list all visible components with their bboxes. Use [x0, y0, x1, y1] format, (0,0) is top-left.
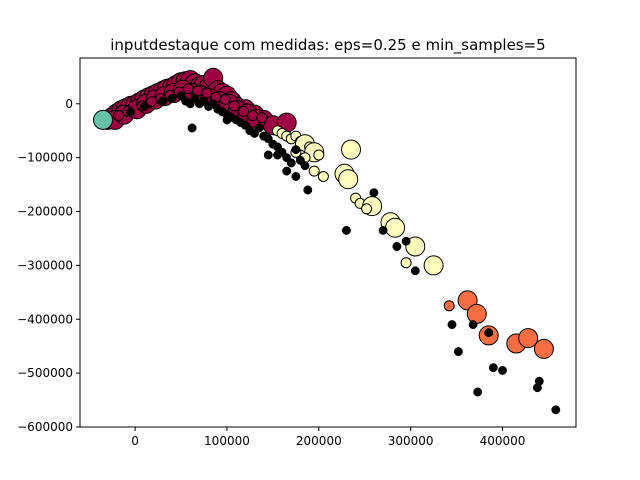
noise-point [498, 365, 507, 375]
noise-point [139, 102, 149, 111]
cluster_yellow-point [405, 236, 426, 257]
cluster_green-point [93, 109, 113, 130]
noise-point [286, 158, 296, 168]
noise-point [167, 93, 177, 103]
x-tick-label: 0 [131, 434, 139, 448]
noise-point [473, 387, 483, 397]
noise-point [158, 96, 168, 106]
cluster_yellow-point [313, 149, 325, 161]
noise-point [341, 225, 351, 235]
cluster_yellow-point [338, 169, 359, 190]
noise-point [273, 150, 282, 160]
y-tick-label: 0 [65, 97, 73, 111]
cluster_orange-point [466, 303, 487, 324]
points-layer [93, 67, 561, 415]
noise-point [378, 225, 388, 235]
cluster_yellow-point [341, 139, 361, 160]
noise-point [488, 363, 498, 373]
x-tick-label: 400000 [480, 434, 526, 448]
noise-point [410, 266, 420, 276]
noise-point [303, 185, 313, 195]
y-tick-label: −500000 [17, 366, 73, 380]
cluster_crimson-point [113, 110, 125, 122]
y-tick-label: −100000 [17, 151, 73, 165]
cluster_yellow-point [423, 255, 444, 276]
y-tick-label: −400000 [17, 312, 73, 326]
noise-point [187, 123, 197, 133]
noise-point [369, 188, 379, 198]
y-tick-label: −300000 [17, 258, 73, 272]
plot-frame [79, 57, 577, 428]
cluster_crimson-point [219, 94, 231, 105]
noise-point [282, 166, 292, 176]
noise-point [126, 107, 135, 117]
noise-point [291, 145, 301, 155]
noise-point [263, 150, 273, 160]
cluster_yellow-point [317, 171, 329, 182]
y-tick-label: −600000 [17, 420, 73, 434]
noise-point [392, 242, 402, 251]
noise-point [300, 161, 310, 171]
noise-point [484, 328, 494, 338]
y-axis: 0 −100000 −200000 −300000 −400000 −500000 −600… [17, 97, 80, 434]
x-tick-label: 200000 [296, 434, 342, 448]
noise-point [291, 172, 301, 181]
y-tick-label: −200000 [17, 205, 73, 219]
cluster_yellow-point [400, 257, 412, 269]
noise-point [401, 236, 411, 246]
noise-point [447, 320, 457, 330]
x-axis: 0 100000 200000 300000 400000 [131, 427, 525, 448]
noise-point [222, 115, 232, 125]
cluster_crimson-point [247, 110, 259, 122]
cluster_orange-point [443, 300, 455, 312]
cluster_orange-point [518, 328, 539, 349]
cluster_crimson-point [201, 87, 213, 99]
noise-point [532, 383, 542, 393]
x-tick-label: 100000 [204, 434, 250, 448]
cluster_yellow-point [385, 217, 406, 238]
cluster_yellow-point [361, 203, 373, 215]
cluster_crimson-point [238, 105, 249, 117]
cluster_crimson-point [182, 83, 194, 95]
noise-point [551, 405, 561, 415]
cluster_orange-point [533, 338, 554, 359]
cluster_yellow-point [308, 165, 320, 177]
cluster_crimson-point [228, 100, 240, 112]
noise-point [254, 123, 264, 133]
cluster_crimson-point [256, 112, 268, 124]
noise-point [453, 347, 463, 357]
chart-title: inputdestaque com medidas: eps=0.25 e mi… [110, 36, 545, 55]
noise-point [468, 320, 478, 330]
x-tick-label: 300000 [388, 434, 434, 448]
